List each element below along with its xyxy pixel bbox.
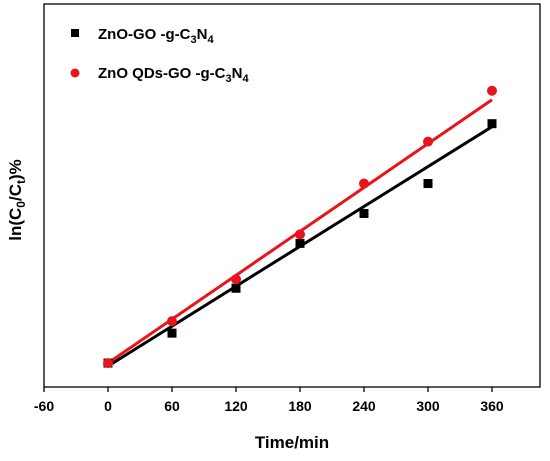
legend: ZnO-GO -g-C3N4 ZnO QDs-GO -g-C3N4 xyxy=(70,26,249,85)
data-point-series-2 xyxy=(103,358,113,369)
x-tick-label: 0 xyxy=(104,398,112,414)
x-tick-label: 360 xyxy=(480,398,504,414)
x-tick-label: -60 xyxy=(34,398,54,414)
legend-label-series-2: ZnO QDs-GO -g-C3N4 xyxy=(98,65,249,85)
data-point-series-1 xyxy=(487,119,497,129)
x-axis-tick-labels: -60 0 60 120 180 240 300 360 xyxy=(34,398,504,414)
data-point-series-1 xyxy=(167,328,177,338)
data-point-series-2 xyxy=(487,85,497,96)
y-axis-title: ln(C0/Ct)% xyxy=(6,159,28,241)
data-point-series-1 xyxy=(295,238,305,248)
x-tick-label: 120 xyxy=(224,398,248,414)
data-point-series-2 xyxy=(295,229,305,240)
x-tick-label: 240 xyxy=(352,398,376,414)
x-tick-label: 60 xyxy=(164,398,180,414)
x-axis-title: Time/min xyxy=(255,433,329,452)
data-point-series-2 xyxy=(231,274,241,285)
data-point-series-2 xyxy=(359,178,369,189)
data-point-series-2 xyxy=(167,316,177,327)
x-axis-ticks xyxy=(43,387,493,392)
legend-marker-circle xyxy=(70,68,80,78)
data-points xyxy=(103,85,497,369)
data-point-series-1 xyxy=(359,208,369,218)
legend-label-series-1: ZnO-GO -g-C3N4 xyxy=(98,26,214,46)
data-point-series-1 xyxy=(423,179,433,189)
data-point-series-2 xyxy=(423,136,433,147)
legend-marker-square xyxy=(71,29,79,37)
data-point-series-1 xyxy=(231,283,241,293)
x-tick-label: 300 xyxy=(416,398,440,414)
x-tick-label: 180 xyxy=(288,398,312,414)
plot-frame xyxy=(43,3,541,388)
